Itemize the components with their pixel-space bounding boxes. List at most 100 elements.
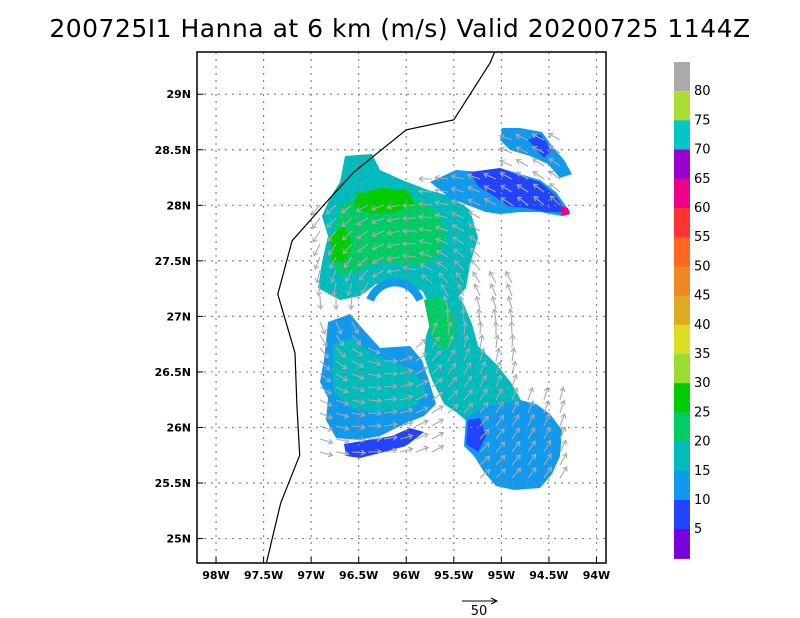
wind-vector-head [497,387,503,394]
wind-vector-head [333,304,339,311]
wind-vector [463,322,466,336]
wind-vector-head [530,440,536,446]
colorbar-label: 65 [694,172,711,187]
colorbar-swatch [674,324,690,355]
wind-vector [387,269,401,273]
wind-vector-head [435,350,442,356]
wind-vector-head [559,386,566,393]
wind-vector-head [407,368,414,375]
wind-vector-head [516,184,522,190]
wind-vector [358,256,369,267]
wind-vector [479,375,487,388]
wind-vector-head [419,263,426,269]
wind-vector-head [450,186,457,193]
wind-vector-head [421,352,428,359]
wind-vector [351,438,365,441]
wind-vector [443,296,449,310]
wind-vector-head [438,272,444,279]
wind-vector-head [494,334,500,340]
wind-vector-head [457,283,463,290]
wind-vector [441,284,449,297]
wind-vector-head [386,217,392,223]
wind-vector [342,243,353,254]
wind-vector-head [484,442,491,448]
wind-vector [436,250,449,258]
wind-vector [415,338,427,349]
wind-vector-head [506,295,513,302]
wind-vector [383,372,398,375]
wind-vector-head [450,199,457,205]
wind-vector-head [325,377,332,383]
wind-vector [495,335,499,349]
wind-vector-head [492,320,499,327]
lat-label: 28N [166,199,191,212]
wind-vector-head [515,467,522,473]
wind-vector-head [392,396,398,403]
wind-vector [351,360,364,368]
wind-vector-head [434,174,440,181]
wind-vector-head [450,348,456,355]
wind-vector-head [340,352,347,358]
colorbar: 80 75 70 65 60 55 50 45 40 35 30 25 20 15 10 5 [674,62,711,559]
wind-vector-head [545,413,551,419]
colorbar-label: 15 [694,464,711,479]
wind-vector [387,204,401,209]
wind-vector [419,228,433,232]
wind-vector [335,386,349,393]
wind-vector-head [485,468,491,475]
colorbar-label: 50 [694,259,711,274]
wind-vector [510,321,513,336]
wind-vector-head [376,385,382,391]
wind-vector [415,393,428,401]
wind-vector [319,295,322,310]
wind-vector-head [407,381,414,388]
wind-vector [420,263,433,271]
wind-vector-head [423,432,429,439]
wind-vector-head [311,223,317,230]
wind-vector [516,146,529,154]
wind-vector-head [442,295,449,302]
wind-vector-head [500,468,506,474]
wind-vector-head [561,439,567,446]
wind-vector-head [515,454,521,460]
wind-vector-head [451,362,457,369]
wind-vector-head [376,397,383,404]
wind-vector [372,269,385,278]
wind-vector [490,283,497,297]
wind-vector [495,374,502,388]
wind-vector [476,296,481,310]
wind-vector-head [484,428,490,435]
wind-vector [415,433,429,440]
wind-vector [319,360,330,371]
wind-vector [543,387,549,401]
wind-vector [516,159,529,167]
wind-vector-head [326,389,332,395]
wind-vector-head [548,145,554,151]
wind-vector-head [483,415,490,421]
wind-vector-head [386,268,392,275]
wind-vector [335,321,342,335]
wind-vector [447,376,458,388]
wind-vector [479,348,485,362]
wind-vector [402,217,417,220]
wind-vector-head [512,387,519,393]
wind-vector [559,426,566,440]
wind-vector-head [376,448,383,455]
wind-vector [367,399,382,402]
wind-vector-head [479,347,486,354]
wind-vector [435,176,449,180]
wind-vector-head [491,308,498,314]
wind-vector [341,217,353,227]
wind-vector [472,271,481,284]
wind-vector-head [407,355,414,361]
wind-vector-head [407,420,414,427]
wind-vector [435,226,449,232]
wind-vector-head [434,336,440,342]
wind-vector-head [418,214,424,220]
wind-vector-head [452,236,458,242]
wind-vector-head [561,426,567,432]
wind-vector-head [434,187,440,194]
wind-vector [492,296,497,310]
wind-vector-head [529,400,535,406]
wind-vector [383,436,397,440]
